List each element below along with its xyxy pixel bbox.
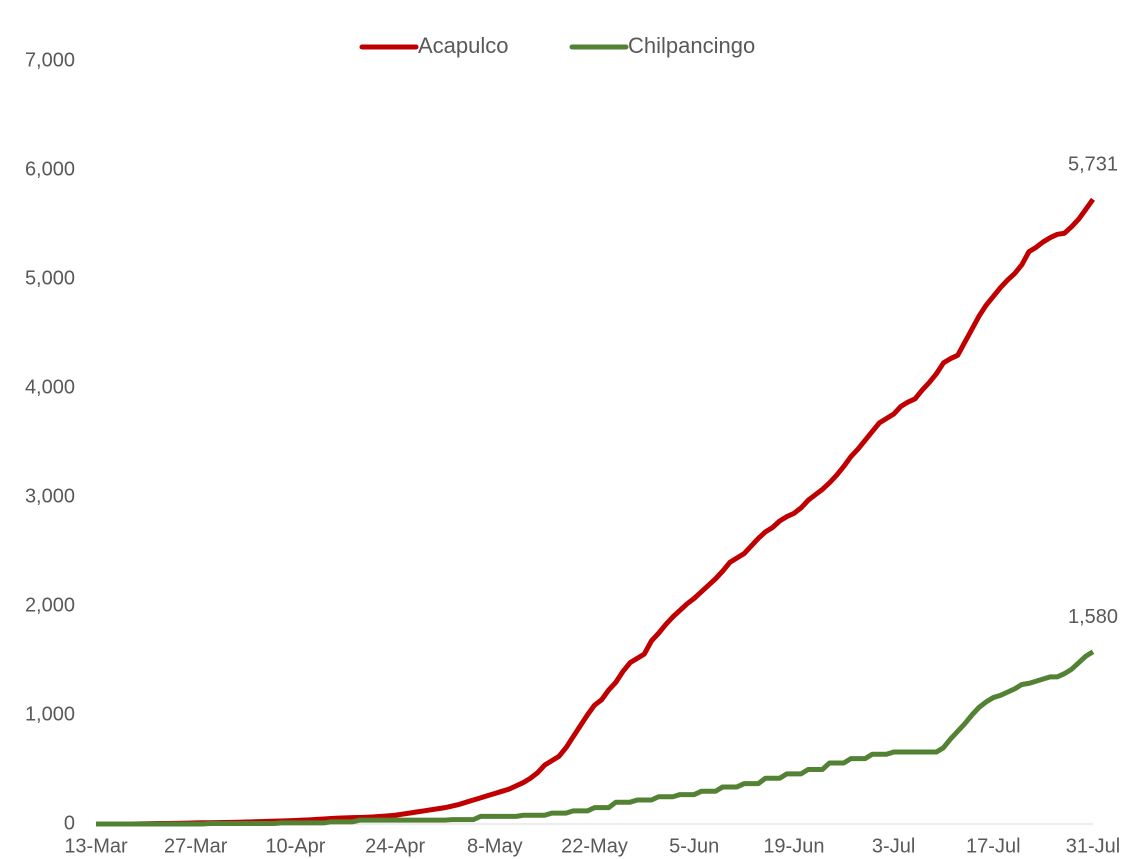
y-tick-label: 5,000 (25, 267, 75, 289)
y-tick-label: 6,000 (25, 158, 75, 180)
y-tick-label: 7,000 (25, 49, 75, 71)
x-tick-label: 3-Jul (872, 835, 915, 857)
y-tick-label: 2,000 (25, 594, 75, 616)
x-tick-label: 13-Mar (64, 835, 128, 857)
data-label: 5,731 (1068, 154, 1118, 176)
x-tick-label: 22-May (561, 835, 628, 857)
line (96, 649, 1095, 827)
y-tick-label: 4,000 (25, 376, 75, 398)
x-tick-label: 31-Jul (1066, 835, 1120, 857)
x-tick-label: 19-Jun (763, 835, 824, 857)
line (96, 197, 1096, 827)
x-tick-label: 17-Jul (966, 835, 1020, 857)
x-tick-label: 8-May (467, 835, 523, 857)
y-tick-label: 3,000 (25, 485, 75, 507)
data-label: 1,580 (1068, 606, 1118, 628)
x-tick-label: 27-Mar (164, 835, 228, 857)
x-tick-label: 24-Apr (365, 835, 425, 857)
y-tick-label: 0 (64, 812, 75, 834)
legend-label: Acapulco (418, 33, 509, 58)
legend-label: Chilpancingo (628, 33, 755, 58)
y-tick-label: 1,000 (25, 703, 75, 725)
x-tick-label: 5-Jun (669, 835, 719, 857)
x-tick-label: 10-Apr (265, 835, 325, 857)
